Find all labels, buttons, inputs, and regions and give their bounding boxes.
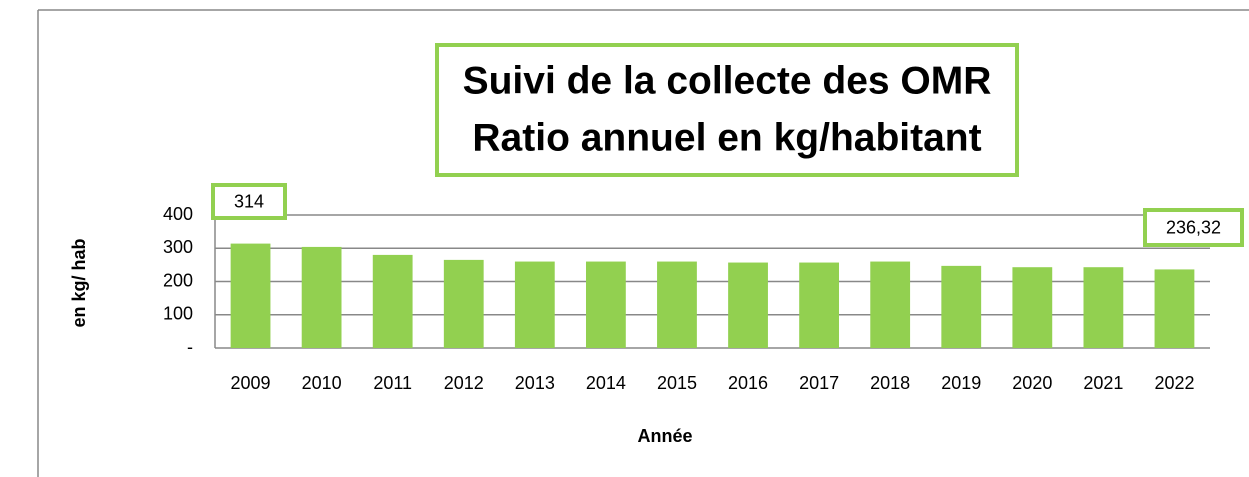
x-tick-label: 2010 bbox=[302, 373, 342, 393]
x-tick-label: 2014 bbox=[586, 373, 626, 393]
title-box bbox=[435, 43, 1019, 177]
value-label-box bbox=[211, 183, 287, 220]
chart-title: Ratio annuel en kg/habitant bbox=[472, 116, 981, 159]
x-tick-label: 2009 bbox=[231, 373, 271, 393]
bar bbox=[585, 261, 626, 348]
y-tick-label: 400 bbox=[163, 204, 193, 224]
bar bbox=[728, 262, 768, 348]
x-tick-label: 2018 bbox=[870, 373, 910, 393]
bar bbox=[657, 261, 697, 348]
x-tick-label: 2012 bbox=[444, 373, 484, 393]
bar bbox=[1154, 269, 1195, 348]
bar bbox=[372, 254, 413, 348]
y-tick-label: 100 bbox=[163, 304, 193, 324]
y-tick-label: 300 bbox=[163, 237, 193, 257]
x-tick-label: 2013 bbox=[515, 373, 555, 393]
x-tick-label: 2016 bbox=[728, 373, 768, 393]
bar bbox=[514, 261, 555, 348]
chart-title: Suivi de la collecte des OMR bbox=[463, 59, 992, 102]
bar bbox=[301, 246, 342, 348]
x-tick-label: 2019 bbox=[941, 373, 981, 393]
value-label: 236,32 bbox=[1166, 217, 1221, 237]
bar bbox=[870, 261, 911, 348]
x-tick-label: 2020 bbox=[1012, 373, 1052, 393]
value-label-box bbox=[1143, 208, 1244, 247]
bar bbox=[941, 265, 982, 348]
x-tick-label: 2017 bbox=[799, 373, 839, 393]
y-axis-label: en kg/ hab bbox=[69, 238, 89, 327]
bar bbox=[1012, 267, 1053, 348]
x-tick-label: 2021 bbox=[1083, 373, 1123, 393]
value-label: 314 bbox=[234, 191, 264, 211]
bar bbox=[230, 243, 271, 348]
y-tick-label: 200 bbox=[163, 270, 193, 290]
bar bbox=[799, 262, 840, 348]
x-tick-label: 2015 bbox=[657, 373, 697, 393]
bar bbox=[443, 259, 484, 348]
bar bbox=[1083, 267, 1124, 348]
y-tick-label: - bbox=[187, 337, 193, 357]
x-axis-label: Année bbox=[637, 426, 692, 446]
x-tick-label: 2011 bbox=[373, 373, 412, 393]
x-tick-label: 2022 bbox=[1154, 373, 1194, 393]
